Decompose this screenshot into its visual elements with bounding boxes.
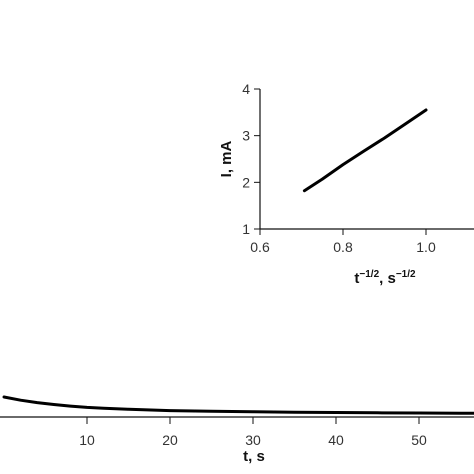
inset-y-ticks: 1 2 3 4 bbox=[242, 81, 260, 237]
main-x-tick-label: 20 bbox=[162, 432, 178, 448]
main-series-line bbox=[2, 395, 474, 415]
main-x-tick-label: 10 bbox=[79, 432, 95, 448]
inset-x-title-sep: , s bbox=[379, 270, 396, 287]
inset-series-line bbox=[302, 108, 428, 193]
inset-x-tick-label: 0.8 bbox=[333, 239, 353, 255]
inset-y-axis-title: I, mA bbox=[218, 141, 235, 178]
inset-x-title-exp1: −1/2 bbox=[359, 269, 379, 280]
main-x-ticks: 10203040506 bbox=[79, 417, 427, 448]
inset-y-tick-label: 1 bbox=[242, 221, 250, 237]
inset-x-tick-label: 1.0 bbox=[416, 239, 436, 255]
inset-x-ticks: 0.60.81.01.2 bbox=[250, 229, 436, 255]
main-chart: 10203040506 t, s bbox=[0, 395, 474, 465]
inset-x-axis-title: t−1/2, s−1/2 bbox=[354, 269, 416, 287]
inset-y-tick-label: 4 bbox=[242, 81, 250, 97]
main-x-axis-title: t, s bbox=[243, 448, 265, 465]
main-x-tick-label: 40 bbox=[328, 432, 344, 448]
inset-y-tick-label: 3 bbox=[242, 128, 250, 144]
main-x-tick-label: 50 bbox=[411, 432, 427, 448]
inset-y-tick-label: 2 bbox=[242, 174, 250, 190]
main-x-tick-label: 30 bbox=[245, 432, 261, 448]
inset-x-tick-label: 0.6 bbox=[250, 239, 270, 255]
inset-x-title-exp2: −1/2 bbox=[396, 269, 416, 280]
